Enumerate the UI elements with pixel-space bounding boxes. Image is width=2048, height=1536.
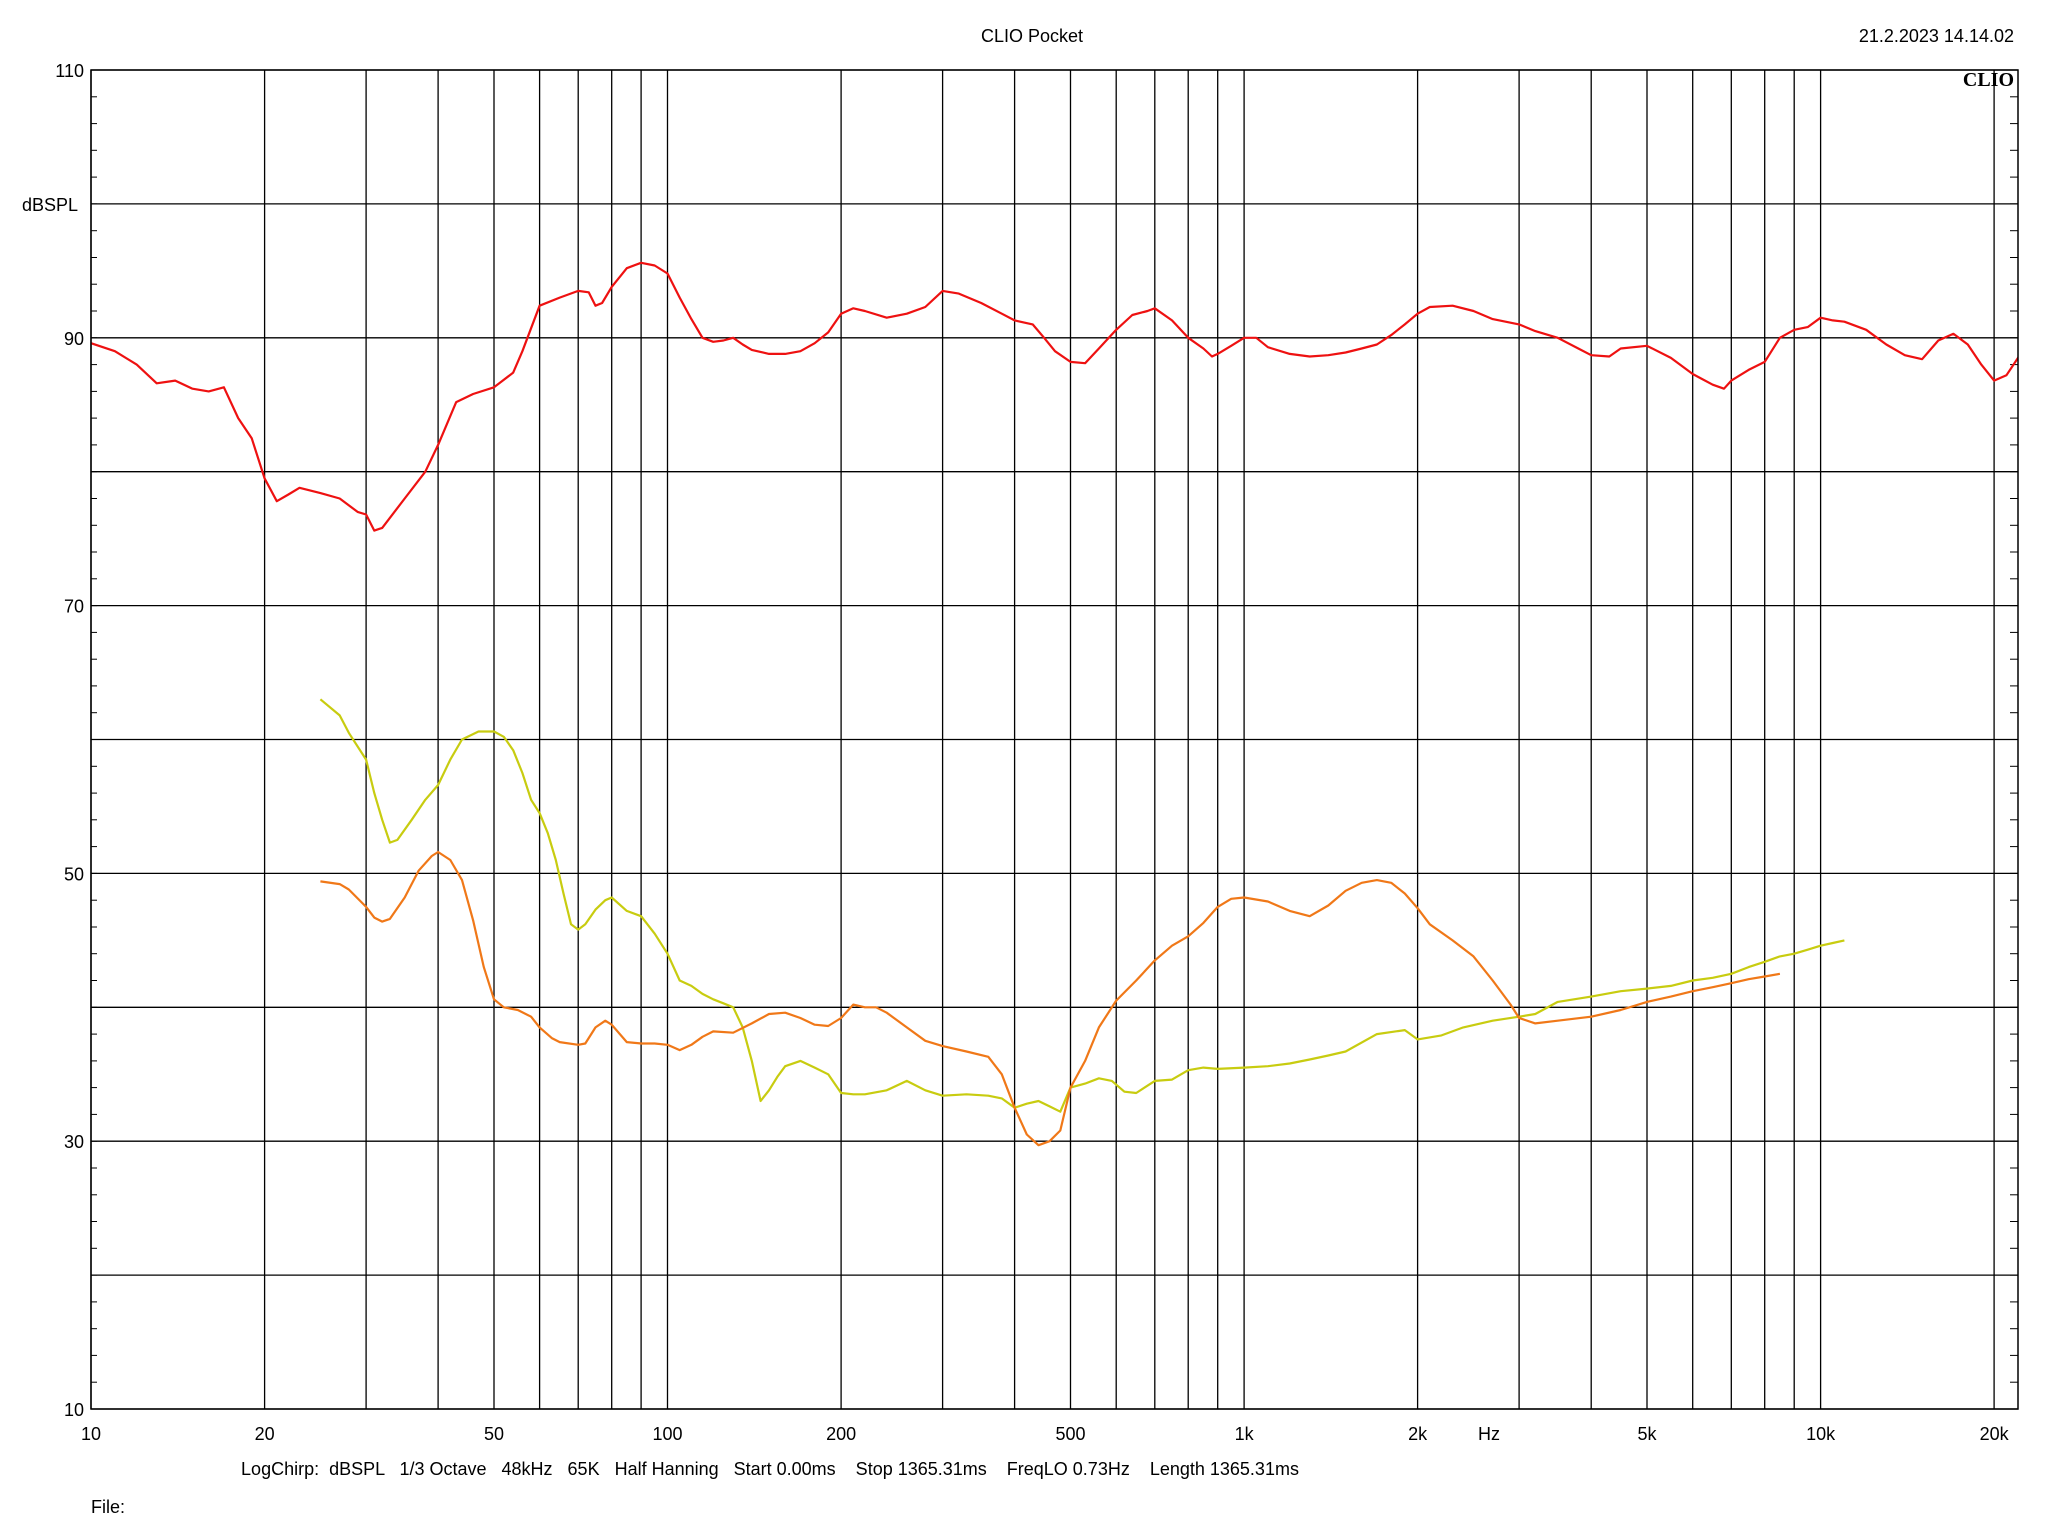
measurement-settings: LogChirp: dBSPL 1/3 Octave 48kHz 65K Hal…	[241, 1459, 1299, 1479]
y-tick-label: 90	[64, 329, 84, 349]
series-line-2	[319, 698, 1845, 1113]
chart-title: CLIO Pocket	[981, 26, 1083, 46]
y-tick-label: 30	[64, 1132, 84, 1152]
grid	[90, 69, 2018, 1410]
x-tick-label: 20k	[1980, 1424, 2010, 1444]
x-tick-label: 50	[484, 1424, 504, 1444]
clio-logo: CLIO	[1963, 69, 2014, 91]
y-tick-label: 50	[64, 864, 84, 884]
series-line-3	[320, 850, 1781, 1147]
x-tick-label: 200	[826, 1424, 856, 1444]
x-tick-label: 10k	[1806, 1424, 1836, 1444]
y-tick-label: 110	[55, 61, 84, 81]
x-tick-label: 2k	[1408, 1424, 1428, 1444]
series-line-1	[91, 261, 2018, 532]
plot-frame	[90, 69, 2019, 1410]
y-axis-label: dBSPL	[22, 195, 78, 215]
y-tick-label: 70	[64, 597, 84, 617]
x-tick-label: 100	[652, 1424, 682, 1444]
datetime-stamp: 21.2.2023 14.14.02	[1859, 26, 2014, 46]
file-label: File:	[91, 1497, 125, 1517]
x-tick-label: 1k	[1235, 1424, 1255, 1444]
x-axis-ticks: 10 20 50 100 200 500 1k 2k 5k 10k 20k	[81, 1424, 2010, 1444]
x-tick-label: 20	[255, 1424, 275, 1444]
y-tick-label: 10	[64, 1400, 84, 1420]
x-tick-label: 10	[81, 1424, 101, 1444]
series-layer	[91, 261, 2018, 1147]
y-axis-ticks: 10 30 50 70 90 110	[55, 61, 84, 1420]
x-tick-label: 500	[1055, 1424, 1085, 1444]
x-axis-label: Hz	[1478, 1424, 1500, 1444]
x-tick-label: 5k	[1637, 1424, 1657, 1444]
